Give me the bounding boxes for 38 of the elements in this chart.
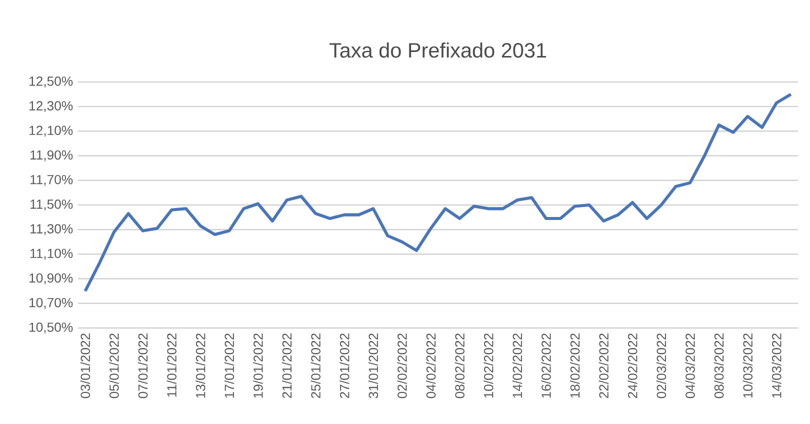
y-tick-label: 10,50%: [30, 322, 73, 334]
x-tick-label: 27/01/2022: [340, 334, 350, 398]
x-tick-label: 07/01/2022: [138, 334, 148, 398]
x-tick-label: 08/02/2022: [454, 334, 464, 398]
x-tick-label: 10/03/2022: [742, 334, 753, 398]
x-tick-label: 08/03/2022: [714, 334, 724, 398]
y-tick-label: 10,90%: [30, 273, 73, 284]
y-tick-label: 11,10%: [30, 248, 73, 260]
x-tick-label: 14/02/2022: [512, 334, 522, 398]
y-tick-label: 11,90%: [30, 150, 73, 162]
x-tick-label: 10/02/2022: [484, 334, 494, 398]
x-tick-label: 03/01/2022: [80, 334, 90, 398]
x-tick-label: 25/01/2022: [310, 334, 320, 398]
x-tick-label: 05/01/2022: [109, 334, 119, 398]
x-tick-label: 04/03/2022: [685, 334, 695, 398]
x-tick-label: 04/02/2022: [426, 334, 436, 398]
x-tick-label: 31/01/2022: [368, 334, 378, 398]
y-tick-label: 12,30%: [30, 101, 73, 112]
x-tick-label: 22/02/2022: [598, 334, 608, 398]
x-tick-label: 21/01/2022: [282, 334, 292, 398]
x-tick-label: 02/03/2022: [656, 334, 666, 398]
x-tick-label: 24/02/2022: [628, 334, 638, 398]
y-tick-label: 11,70%: [30, 174, 73, 186]
chart-title: Taxa do Prefixado 2031: [329, 42, 546, 58]
y-tick-label: 11,50%: [30, 200, 73, 210]
x-tick-label: 11/01/2022: [166, 334, 176, 397]
line-series: [84, 92, 792, 293]
x-tick-label: 19/01/2022: [253, 334, 263, 398]
x-tick-label: 17/01/2022: [224, 334, 234, 398]
y-tick-label: 11,30%: [30, 224, 73, 236]
y-tick-label: 12,10%: [30, 126, 73, 137]
x-tick-label: 18/02/2022: [570, 334, 580, 398]
y-tick-label: 10,70%: [30, 298, 73, 309]
x-tick-label: 16/02/2022: [541, 334, 551, 398]
x-tick-label: 14/03/2022: [772, 334, 782, 398]
y-tick-label: 12,50%: [30, 76, 73, 88]
x-tick-label: 02/02/2022: [397, 334, 407, 398]
x-tick-label: 13/01/2022: [196, 334, 206, 398]
